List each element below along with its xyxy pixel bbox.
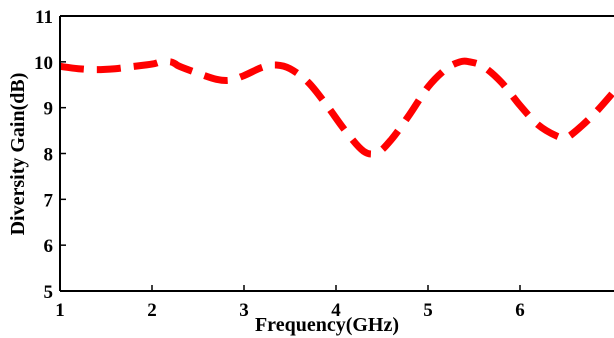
y-tick-label-8: 8 [44, 145, 54, 166]
y-tick-label-11: 11 [35, 7, 53, 28]
x-tick-label-2: 2 [147, 300, 157, 321]
series-line-0 [60, 57, 614, 158]
x-tick-label-4: 4 [331, 300, 341, 321]
y-tick-label-6: 6 [44, 236, 54, 257]
x-tick-label-1: 1 [55, 300, 65, 321]
ticks-layer: 1 2 3 4 5 6 5 6 7 8 9 10 11 [34, 7, 525, 321]
y-tick-label-10: 10 [34, 53, 53, 74]
x-tick-label-3: 3 [239, 300, 249, 321]
x-tick-label-6: 6 [515, 300, 525, 321]
y-tick-label-9: 9 [44, 99, 54, 120]
data-layer [60, 57, 614, 158]
x-axis-title: Frequency(GHz) [255, 314, 399, 336]
y-axis-title: Diversity Gain(dB) [7, 73, 29, 236]
y-tick-label-5: 5 [44, 282, 54, 303]
y-tick-label-7: 7 [44, 190, 54, 211]
x-tick-label-5: 5 [423, 300, 433, 321]
plot-area [60, 16, 614, 291]
